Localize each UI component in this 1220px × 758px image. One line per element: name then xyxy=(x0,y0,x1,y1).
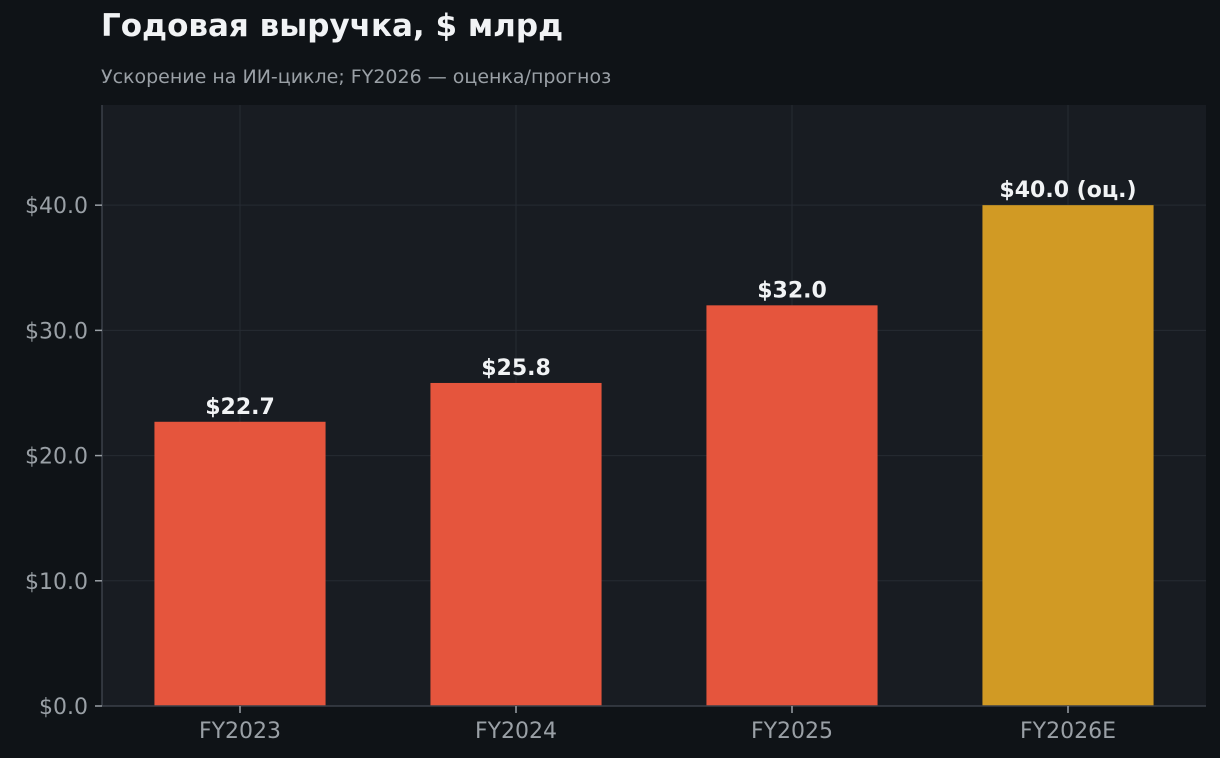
y-tick-label: $10.0 xyxy=(25,570,88,595)
x-tick-label: FY2025 xyxy=(751,719,833,744)
y-tick-label: $40.0 xyxy=(25,194,88,219)
bar xyxy=(706,305,878,706)
data-label: $25.8 xyxy=(481,356,551,381)
x-tick-label: FY2023 xyxy=(199,719,281,744)
data-label: $40.0 (оц.) xyxy=(999,178,1136,203)
bar xyxy=(430,382,602,706)
bar xyxy=(154,421,326,706)
y-tick-label: $0.0 xyxy=(39,695,88,720)
chart-title: Годовая выручка, $ млрд xyxy=(101,8,564,44)
data-label: $22.7 xyxy=(205,395,275,420)
x-tick-label: FY2024 xyxy=(475,719,557,744)
data-label: $32.0 xyxy=(757,278,827,303)
y-tick-label: $20.0 xyxy=(25,445,88,470)
chart-subtitle: Ускорение на ИИ-цикле; FY2026 — оценка/п… xyxy=(101,66,612,88)
bar xyxy=(982,205,1154,706)
x-tick-label: FY2026E xyxy=(1020,719,1116,744)
y-tick-label: $30.0 xyxy=(25,319,88,344)
